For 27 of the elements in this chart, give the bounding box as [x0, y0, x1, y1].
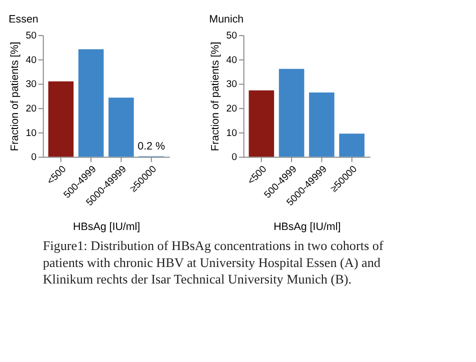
y-tick-label: 10 — [26, 128, 38, 139]
y-tick-label: 30 — [26, 79, 38, 90]
y-tick-label: 50 — [26, 30, 38, 42]
x-axis-title: HBsAg [IU/ml] — [73, 221, 140, 234]
y-tick-label: 20 — [226, 103, 238, 114]
y-tick-label: 30 — [226, 79, 238, 90]
bar — [278, 68, 304, 157]
x-axis-title: HBsAg [IU/ml] — [274, 221, 341, 234]
bar — [248, 90, 274, 157]
bar — [309, 92, 334, 157]
y-tick-label: 50 — [226, 30, 238, 42]
y-tick-label: 0 — [232, 152, 238, 164]
caption: Figure1: Distribution of HBsAg concentrations in two cohorts of patients with chronic HBV at University Hospital Essen (A) and Klinikum rechts der Isar Technical University Munich (B). — [42, 238, 384, 286]
y-tick-label: 0 — [31, 152, 38, 164]
bar — [48, 81, 74, 157]
bar — [108, 98, 134, 157]
y-axis-title: Fraction of patients [%] — [8, 42, 21, 152]
y-tick-label: 40 — [26, 54, 38, 66]
y-axis-title: Fraction of patients [%] — [209, 42, 222, 152]
chart-title: Essen — [8, 13, 38, 26]
y-tick-label: 20 — [26, 103, 38, 114]
chart-title: Munich — [209, 13, 244, 26]
bar — [339, 134, 364, 157]
bar — [78, 49, 104, 157]
data-label: 0.2 % — [138, 140, 166, 152]
y-tick-label: 40 — [226, 54, 238, 66]
y-tick-label: 10 — [226, 128, 238, 139]
